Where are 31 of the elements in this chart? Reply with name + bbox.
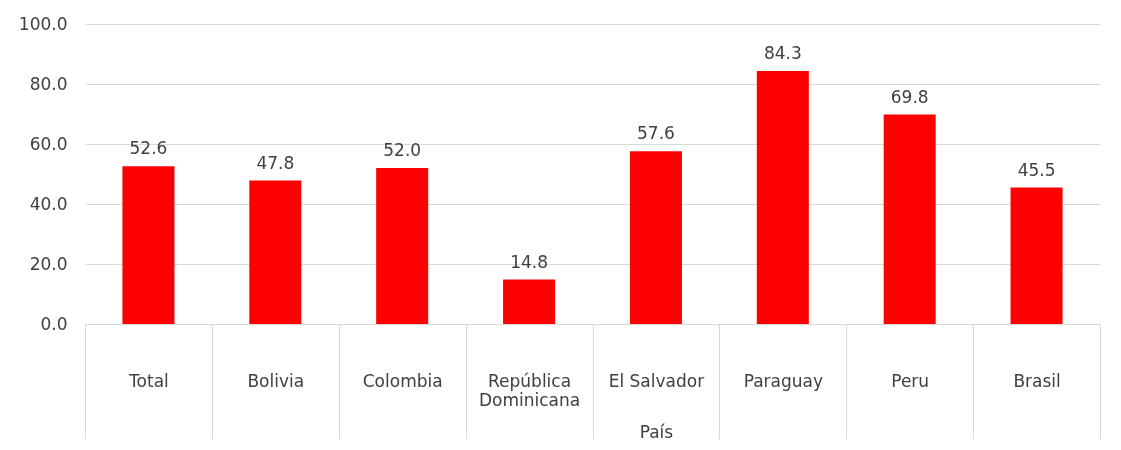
bar xyxy=(1010,187,1063,324)
data-label: 84.3 xyxy=(763,43,802,64)
data-label: 45.5 xyxy=(1017,159,1056,180)
y-tick-label: 80.0 xyxy=(29,73,68,94)
y-tick-label: 100.0 xyxy=(18,13,68,34)
data-label: 57.6 xyxy=(637,123,675,144)
bar xyxy=(503,279,556,324)
bar xyxy=(756,71,809,324)
y-tick-label: 60.0 xyxy=(29,133,68,154)
x-tick-label: Brasil xyxy=(1013,370,1061,391)
bar xyxy=(376,168,429,324)
x-tick-label: Bolivia xyxy=(247,370,305,391)
data-label: 14.8 xyxy=(510,251,548,272)
bar xyxy=(122,166,175,324)
y-tick-label: 40.0 xyxy=(29,193,68,214)
x-axis-title: País xyxy=(639,421,674,442)
bar xyxy=(629,151,682,324)
x-tick-label: Total xyxy=(128,370,169,391)
x-tick-label: Colombia xyxy=(362,370,443,391)
data-label: 52.6 xyxy=(129,138,168,159)
data-label: 52.0 xyxy=(383,140,422,160)
y-tick-label: 0.0 xyxy=(40,313,68,334)
y-tick-label: 20.0 xyxy=(29,253,68,274)
x-tick-label: El Salvador xyxy=(608,370,705,391)
x-tick-label: Paraguay xyxy=(743,370,823,391)
x-tick-label: República Dominicana xyxy=(478,370,581,410)
bar xyxy=(249,180,302,324)
data-label: 47.8 xyxy=(256,152,295,173)
x-tick-label: Peru xyxy=(891,370,930,391)
data-label: 69.8 xyxy=(890,86,929,107)
bar xyxy=(883,114,936,324)
